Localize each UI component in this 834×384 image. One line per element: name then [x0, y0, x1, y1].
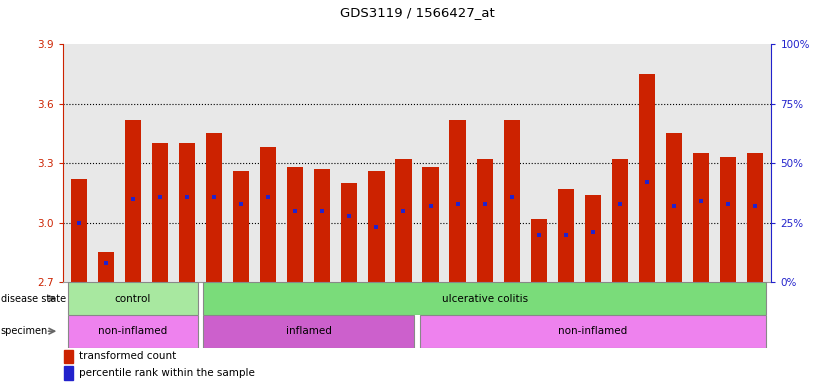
Bar [747, 153, 763, 282]
Bar [720, 157, 736, 282]
Bar [64, 350, 73, 363]
Bar [203, 282, 766, 315]
Bar [693, 153, 709, 282]
Text: specimen: specimen [1, 326, 48, 336]
Bar [585, 195, 601, 282]
Bar [68, 282, 198, 315]
Bar [64, 366, 73, 380]
Text: transformed count: transformed count [78, 351, 176, 361]
Bar [287, 167, 304, 282]
Text: percentile rank within the sample: percentile rank within the sample [78, 368, 254, 378]
Bar [476, 159, 493, 282]
Bar [233, 171, 249, 282]
Bar [530, 219, 547, 282]
Bar [71, 179, 87, 282]
Bar [314, 169, 330, 282]
Text: disease state: disease state [1, 293, 66, 304]
Bar [558, 189, 574, 282]
Text: control: control [115, 293, 151, 304]
Bar [68, 315, 198, 348]
Bar [341, 183, 358, 282]
Bar [450, 119, 465, 282]
Bar [504, 119, 520, 282]
Bar [125, 119, 141, 282]
Bar [422, 167, 439, 282]
Bar [98, 253, 114, 282]
Bar [420, 315, 766, 348]
Bar [152, 143, 168, 282]
Bar [666, 133, 682, 282]
Bar [395, 159, 412, 282]
Text: GDS3119 / 1566427_at: GDS3119 / 1566427_at [339, 6, 495, 19]
Text: inflamed: inflamed [286, 326, 332, 336]
Text: non-inflamed: non-inflamed [558, 326, 627, 336]
Bar [612, 159, 628, 282]
Bar [260, 147, 276, 282]
Text: non-inflamed: non-inflamed [98, 326, 168, 336]
Bar [203, 315, 414, 348]
Bar [179, 143, 195, 282]
Bar [639, 74, 655, 282]
Bar [369, 171, 384, 282]
Bar [206, 133, 222, 282]
Text: ulcerative colitis: ulcerative colitis [441, 293, 528, 304]
